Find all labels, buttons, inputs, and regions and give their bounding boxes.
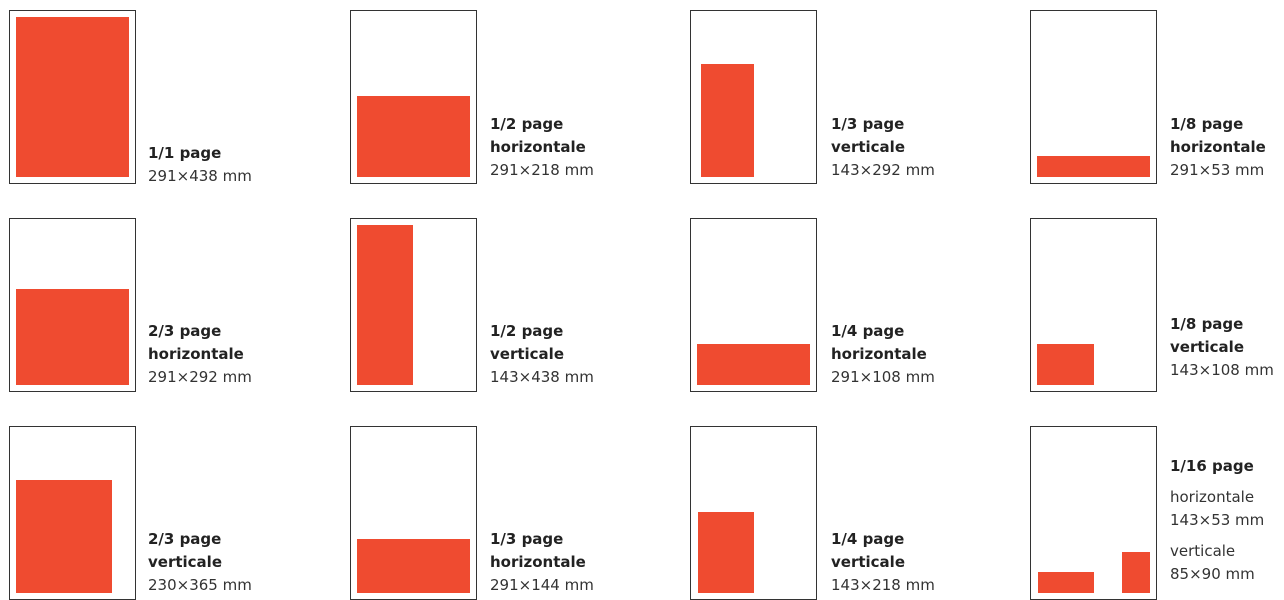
- format-orientation: horizontale: [490, 553, 586, 571]
- format-title: 1/4 page: [831, 530, 905, 548]
- page-thumbnail-eighth-horizontal: [1030, 10, 1157, 184]
- ad-area: [16, 480, 112, 593]
- format-title: 2/3 page: [148, 530, 222, 548]
- format-orientation: horizontale: [1170, 138, 1266, 156]
- format-size: 291×144 mm: [490, 576, 594, 594]
- page-thumbnail-quarter-vertical: [690, 426, 817, 600]
- ad-area: [357, 539, 470, 593]
- page-thumbnail-eighth-vertical: [1030, 218, 1157, 392]
- page-thumbnail-full-page: [9, 10, 136, 184]
- page-thumbnail-third-vertical: [690, 10, 817, 184]
- ad-area-horizontal: [1038, 572, 1094, 593]
- page-thumbnail-quarter-horizontal: [690, 218, 817, 392]
- format-size: 143×292 mm: [831, 161, 935, 179]
- format-orientation: verticale: [148, 553, 222, 571]
- format-title: 1/8 page: [1170, 315, 1244, 333]
- format-orientation: verticale: [831, 553, 905, 571]
- format-label-two-thirds-horizontal: 2/3 page horizontale 291×292 mm: [148, 320, 252, 389]
- format-title: 1/3 page: [831, 115, 905, 133]
- format-orientation: horizontale: [148, 345, 244, 363]
- format-size: 143×438 mm: [490, 368, 594, 386]
- page-thumbnail-third-horizontal: [350, 426, 477, 600]
- format-orientation: horizontale: [490, 138, 586, 156]
- format-orientation: verticale: [490, 345, 564, 363]
- format-title: 1/8 page: [1170, 115, 1244, 133]
- format-label-half-vertical: 1/2 page verticale 143×438 mm: [490, 320, 594, 389]
- format-label-quarter-horizontal: 1/4 page horizontale 291×108 mm: [831, 320, 935, 389]
- format-label-eighth-vertical: 1/8 page verticale 143×108 mm: [1170, 313, 1274, 382]
- page-thumbnail-half-horizontal: [350, 10, 477, 184]
- ad-area: [1037, 156, 1150, 177]
- page-thumbnail-two-thirds-horizontal: [9, 218, 136, 392]
- format-title: 1/3 page: [490, 530, 564, 548]
- format-size: 143×218 mm: [831, 576, 935, 594]
- format-size: 291×438 mm: [148, 167, 252, 185]
- format-vertical-label: verticale: [1170, 542, 1236, 560]
- format-size: 291×218 mm: [490, 161, 594, 179]
- ad-area-vertical: [1122, 552, 1150, 593]
- format-label-two-thirds-vertical: 2/3 page verticale 230×365 mm: [148, 528, 252, 597]
- format-size: 291×292 mm: [148, 368, 252, 386]
- ad-area: [16, 17, 129, 177]
- format-label-half-horizontal: 1/2 page horizontale 291×218 mm: [490, 113, 594, 182]
- format-horizontal-label: horizontale: [1170, 488, 1255, 506]
- format-orientation: verticale: [831, 138, 905, 156]
- format-size: 291×108 mm: [831, 368, 935, 386]
- format-orientation: horizontale: [831, 345, 927, 363]
- page-thumbnail-sixteenth: [1030, 426, 1157, 600]
- format-title: 1/1 page: [148, 144, 222, 162]
- ad-area: [1037, 344, 1094, 385]
- ad-area: [701, 64, 754, 177]
- format-size: 291×53 mm: [1170, 161, 1265, 179]
- ad-area: [357, 225, 413, 385]
- ad-area: [698, 512, 754, 593]
- format-label-quarter-vertical: 1/4 page verticale 143×218 mm: [831, 528, 935, 597]
- format-title: 1/2 page: [490, 115, 564, 133]
- format-orientation: verticale: [1170, 338, 1244, 356]
- format-title: 1/4 page: [831, 322, 905, 340]
- page-thumbnail-half-vertical: [350, 218, 477, 392]
- ad-area: [697, 344, 810, 385]
- ad-area: [357, 96, 470, 177]
- format-label-third-vertical: 1/3 page verticale 143×292 mm: [831, 113, 935, 182]
- format-label-eighth-horizontal: 1/8 page horizontale 291×53 mm: [1170, 113, 1266, 182]
- format-label-full-page: 1/1 page 291×438 mm: [148, 142, 252, 188]
- format-horizontal-size: 143×53 mm: [1170, 511, 1265, 529]
- format-title: 1/16 page: [1170, 457, 1254, 475]
- format-label-sixteenth: 1/16 page horizontale 143×53 mm vertical…: [1170, 455, 1264, 586]
- format-size: 230×365 mm: [148, 576, 252, 594]
- format-title: 2/3 page: [148, 322, 222, 340]
- page-thumbnail-two-thirds-vertical: [9, 426, 136, 600]
- format-label-third-horizontal: 1/3 page horizontale 291×144 mm: [490, 528, 594, 597]
- format-size: 143×108 mm: [1170, 361, 1274, 379]
- ad-area: [16, 289, 129, 385]
- format-vertical-size: 85×90 mm: [1170, 565, 1255, 583]
- format-title: 1/2 page: [490, 322, 564, 340]
